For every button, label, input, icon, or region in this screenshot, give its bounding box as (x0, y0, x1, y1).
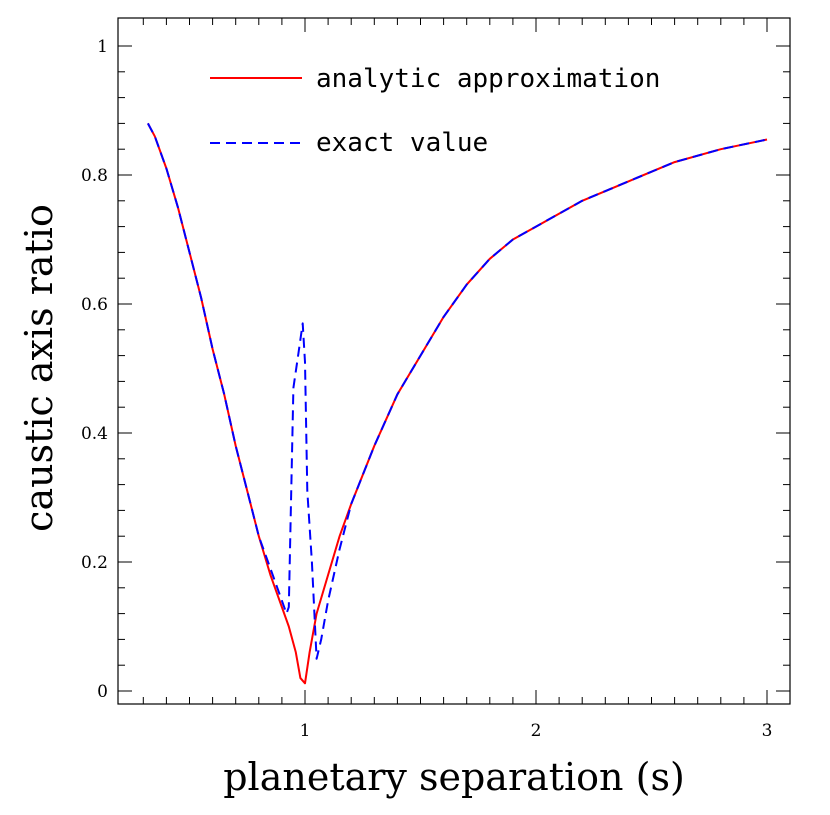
y-axis-title: caustic axis ratio (17, 204, 61, 532)
y-tick-label: 0 (97, 682, 108, 702)
x-axis-title: planetary separation (s) (223, 755, 685, 799)
y-tick-label: 1 (97, 37, 108, 57)
y-tick-label: 0.2 (81, 553, 108, 573)
legend-label-analytic: analytic approximation (316, 64, 660, 94)
series-line-exact (147, 122, 768, 660)
y-tick-label: 0.8 (81, 166, 108, 186)
series-lines (147, 122, 768, 685)
legend: analytic approximation exact value (210, 64, 660, 158)
y-tick-label: 0.4 (81, 424, 108, 444)
plot-frame (117, 17, 791, 705)
y-tick-label: 0.6 (81, 295, 108, 315)
x-tick-label: 3 (762, 721, 773, 741)
tick-labels: 1 2 3 0 0.2 0.4 0.6 0.8 1 (81, 37, 772, 741)
tick-marks (118, 18, 790, 704)
x-tick-label: 1 (300, 721, 311, 741)
legend-label-exact: exact value (316, 128, 488, 158)
series-line-analytic (147, 122, 768, 685)
x-tick-label: 2 (531, 721, 542, 741)
